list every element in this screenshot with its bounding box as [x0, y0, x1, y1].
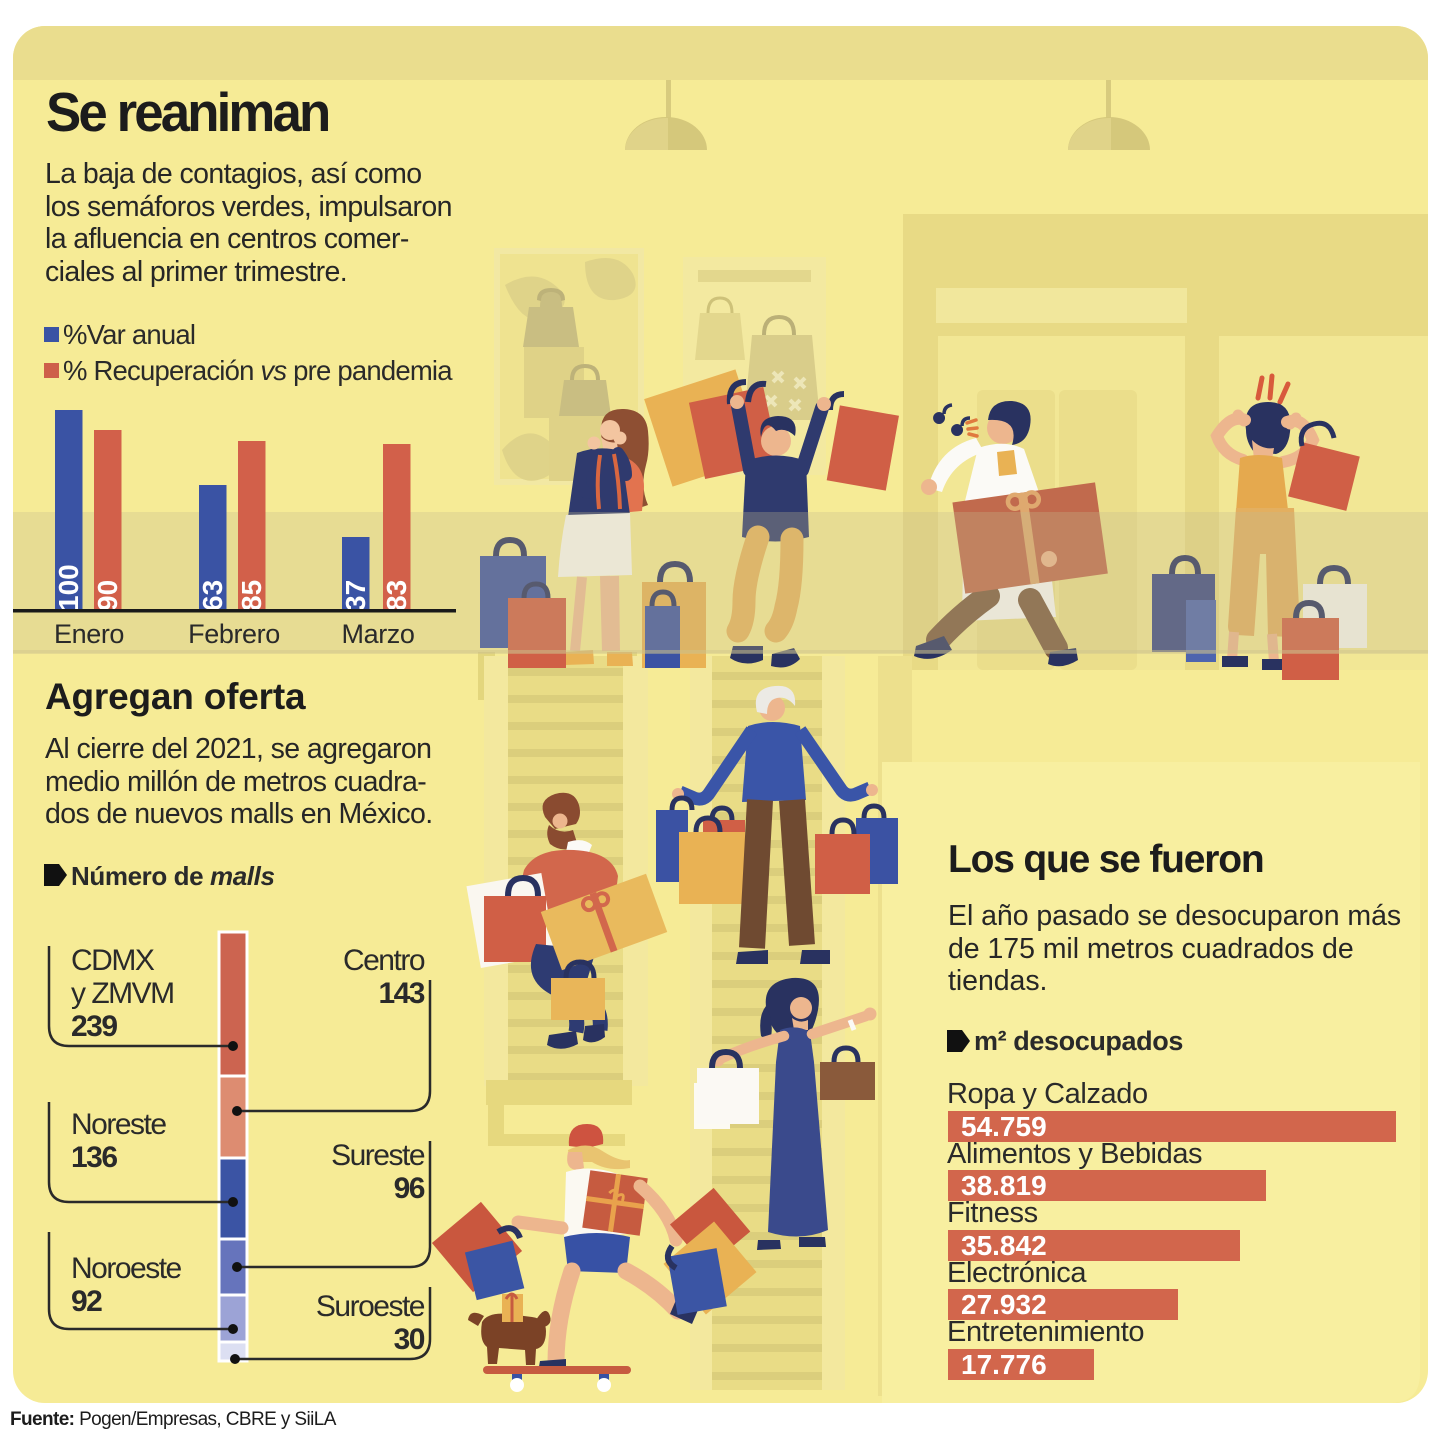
svg-text:100: 100	[53, 564, 84, 611]
svg-text:85: 85	[236, 580, 267, 611]
svg-text:63: 63	[197, 580, 228, 611]
svg-text:38.819: 38.819	[961, 1170, 1047, 1201]
svg-text:83: 83	[381, 580, 412, 611]
svg-text:17.776: 17.776	[961, 1349, 1047, 1380]
svg-text:90: 90	[92, 580, 123, 611]
svg-text:37: 37	[340, 580, 371, 611]
svg-text:35.842: 35.842	[961, 1230, 1047, 1261]
svg-text:54.759: 54.759	[961, 1111, 1047, 1142]
svg-text:27.932: 27.932	[961, 1289, 1047, 1320]
